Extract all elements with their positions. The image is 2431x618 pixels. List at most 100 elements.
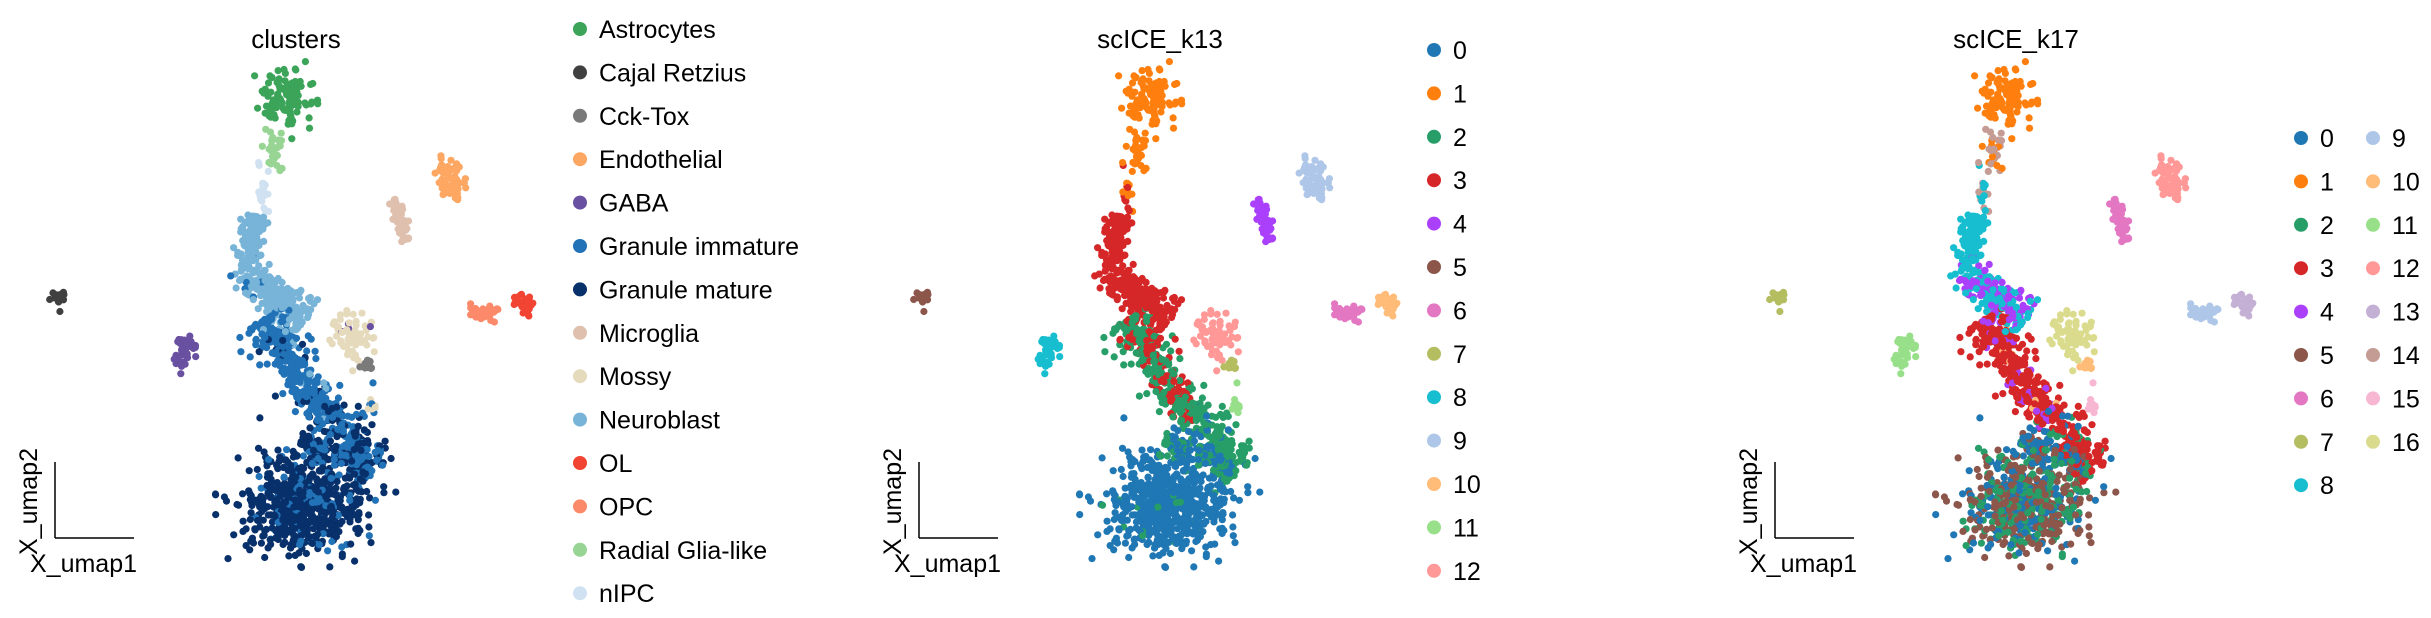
point-nipc — [261, 207, 269, 215]
point-opc — [467, 304, 475, 312]
point-0 — [1204, 488, 1212, 496]
point-0 — [1160, 486, 1168, 494]
point-2 — [1176, 498, 1184, 506]
point-granule-mature — [234, 501, 243, 509]
point-granule-mature — [275, 532, 283, 540]
point-1 — [1158, 98, 1166, 106]
point-granule-immature — [311, 400, 319, 408]
point-2 — [1216, 410, 1224, 418]
point-granule-mature — [291, 450, 300, 459]
point-granule-immature — [312, 355, 320, 363]
point-5 — [910, 295, 918, 304]
point-granule-mature — [287, 541, 295, 549]
point-neuroblast — [240, 241, 248, 249]
point-2 — [1101, 348, 1109, 356]
point-astrocytes — [274, 67, 282, 75]
legend-item: OPC — [573, 493, 653, 521]
point-granule-mature — [292, 473, 300, 481]
point-granule-mature — [340, 401, 348, 409]
point-granule-immature — [279, 390, 287, 398]
point-neuroblast — [269, 286, 277, 294]
point-12 — [1216, 321, 1224, 329]
point-2 — [1218, 422, 1226, 430]
point-0 — [1200, 520, 1208, 528]
point-9 — [1302, 184, 1310, 192]
point-0 — [1202, 504, 1210, 512]
point-granule-mature — [279, 336, 287, 345]
point-1 — [1128, 167, 1136, 175]
point-9 — [1300, 166, 1308, 174]
point-0 — [1173, 446, 1182, 454]
point-astrocytes — [305, 124, 314, 132]
point-neuroblast — [284, 294, 292, 302]
point-1 — [1128, 79, 1137, 87]
point-9 — [1313, 180, 1321, 188]
point-0 — [1143, 540, 1151, 549]
legend-label: Granule mature — [599, 276, 773, 304]
point-1 — [1173, 79, 1181, 88]
point-granule-mature — [367, 539, 375, 547]
point-3 — [1111, 241, 1119, 249]
point-0 — [1143, 516, 1151, 524]
point-granule-mature — [338, 504, 346, 512]
legend-marker — [1427, 216, 1441, 231]
point-3 — [1122, 290, 1130, 298]
point-12 — [1201, 338, 1209, 346]
point-0 — [1192, 516, 1200, 525]
point-0 — [2044, 547, 2052, 555]
point-0 — [1196, 490, 1204, 499]
point-2 — [1188, 407, 1197, 415]
point-neuroblast — [234, 251, 242, 259]
point-2 — [1243, 461, 1251, 469]
point-3 — [1148, 342, 1156, 350]
point-granule-immature — [328, 413, 337, 421]
point-1 — [1140, 85, 1148, 93]
legend-label: Microglia — [599, 320, 699, 348]
point-2 — [1163, 452, 1171, 460]
point-2 — [1144, 364, 1153, 373]
point-1 — [1974, 104, 1982, 112]
point-3 — [1116, 285, 1124, 293]
point-granule-mature — [315, 467, 323, 475]
point-0 — [1121, 492, 1129, 500]
point-2 — [1160, 388, 1168, 397]
point-granule-mature — [350, 446, 358, 454]
point-nipc — [264, 167, 272, 175]
point-gaba — [178, 362, 186, 370]
point-0 — [1220, 495, 1228, 503]
point-12 — [1213, 310, 1221, 318]
legend-marker — [573, 456, 587, 470]
point-3 — [1171, 335, 1179, 343]
legend-item: 8 — [1427, 384, 1467, 412]
legend-label: 8 — [1453, 384, 1467, 412]
point-0 — [1121, 539, 1129, 547]
point-2 — [1223, 477, 1231, 485]
legend-marker — [573, 22, 587, 36]
point-2 — [1202, 421, 1210, 429]
point-12 — [1202, 328, 1210, 336]
point-0 — [1196, 530, 1204, 538]
point-mossy — [352, 341, 360, 349]
point-3 — [1145, 328, 1153, 336]
point-3 — [1160, 378, 1168, 386]
point-granule-mature — [318, 479, 327, 487]
point-neuroblast — [232, 284, 240, 292]
point-granule-immature — [280, 364, 289, 373]
point-neuroblast — [245, 216, 253, 224]
legend-item: Mossy — [573, 363, 672, 391]
point-3 — [1175, 347, 1183, 355]
point-endothelial — [435, 179, 443, 187]
point-9 — [1317, 190, 1325, 198]
point-8 — [1042, 362, 1050, 370]
point-granule-mature — [297, 511, 305, 519]
point-astrocytes — [280, 105, 288, 113]
point-3 — [1174, 387, 1182, 396]
point-0 — [1224, 426, 1232, 434]
point-1 — [1152, 135, 1160, 143]
point-granule-mature — [314, 488, 322, 496]
point-1 — [1151, 92, 1159, 100]
point-2 — [1200, 381, 1208, 389]
legend-label: Endothelial — [599, 146, 723, 174]
point-granule-mature — [239, 527, 247, 536]
legend-item: Granule mature — [573, 276, 773, 304]
